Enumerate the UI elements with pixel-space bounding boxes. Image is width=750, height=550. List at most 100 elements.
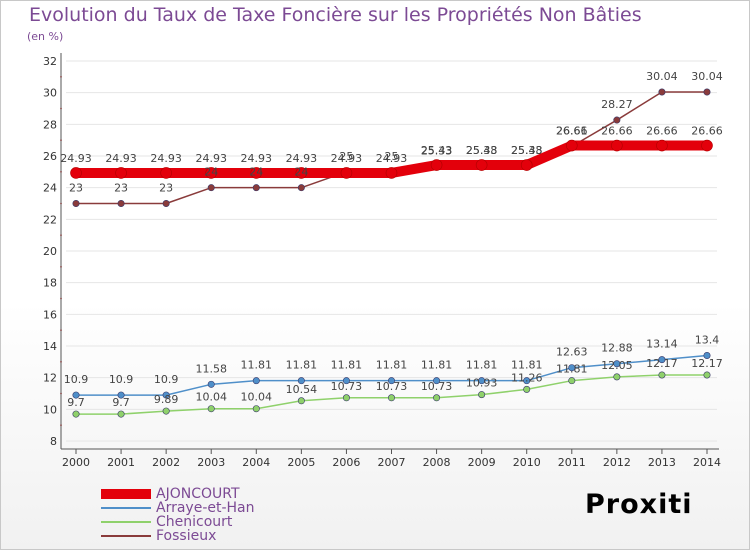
data-point [342, 377, 350, 385]
data-label: 10.9 [154, 373, 179, 386]
legend-label-fossieux: Fossieux [156, 528, 217, 544]
y-tick-label: 32 [43, 55, 57, 68]
data-label: 10.54 [286, 383, 318, 396]
proxiti-logo: Proxiti [585, 489, 693, 520]
legend-swatch-ajoncourt [101, 489, 151, 499]
data-point [613, 116, 621, 124]
x-tick-label: 2014 [693, 456, 721, 469]
data-label: 11.58 [195, 362, 227, 375]
data-label: 12.05 [601, 359, 633, 372]
y-tick-label: 26 [43, 150, 57, 163]
data-label: 10.9 [109, 373, 134, 386]
data-label: 11.81 [421, 359, 453, 372]
data-point [207, 184, 215, 192]
data-label: 25.43 [511, 144, 543, 157]
x-tick-label: 2012 [603, 456, 631, 469]
x-tick-label: 2005 [287, 456, 315, 469]
data-point [520, 159, 533, 171]
legend-item-chenicourt: Chenicourt [101, 515, 255, 529]
data-point [658, 371, 666, 379]
legend-label-ajoncourt: AJONCOURT [156, 486, 240, 502]
data-label: 12.17 [691, 357, 723, 370]
data-label: 11.81 [241, 359, 273, 372]
data-label: 25.43 [466, 144, 498, 157]
legend-swatch-chenicourt [101, 521, 151, 523]
data-label: 9.7 [112, 396, 130, 409]
data-label: 30.04 [646, 70, 678, 83]
data-point [70, 167, 82, 179]
data-label: 25.43 [421, 144, 453, 157]
logo-text: Proxiti [585, 489, 693, 520]
data-label: 11.81 [331, 359, 363, 372]
data-label: 12.63 [556, 346, 588, 359]
y-tick-label: 12 [43, 372, 57, 385]
legend-label-chenicourt: Chenicourt [156, 514, 233, 530]
x-tick-label: 2011 [558, 456, 586, 469]
data-point [252, 184, 260, 192]
data-point [478, 377, 486, 385]
data-point [207, 380, 215, 388]
data-point [207, 405, 215, 413]
data-label: 30.04 [691, 70, 723, 83]
data-label: 25.38 [511, 144, 543, 157]
data-label: 25.33 [421, 145, 453, 158]
data-point [297, 397, 305, 405]
data-point [433, 377, 441, 385]
x-tick-label: 2006 [332, 456, 360, 469]
data-point [611, 139, 623, 152]
data-label: 11.81 [376, 359, 408, 372]
y-tick-label: 22 [43, 213, 57, 226]
data-point [115, 167, 127, 179]
data-label: 10.9 [64, 373, 89, 386]
data-point [250, 167, 263, 179]
data-label: 26.61 [556, 124, 588, 137]
data-label: 24 [294, 166, 308, 179]
y-tick-label: 16 [43, 308, 57, 321]
data-point [613, 373, 621, 381]
legend-swatch-arraye [101, 507, 151, 509]
data-label: 10.93 [466, 377, 498, 390]
data-label: 9.7 [67, 396, 85, 409]
legend-item-fossieux: Fossieux [101, 529, 255, 543]
data-point [72, 391, 80, 399]
x-tick-label: 2001 [107, 456, 135, 469]
data-label: 11.81 [286, 359, 318, 372]
y-tick-label: 28 [43, 118, 57, 131]
data-point [72, 410, 80, 418]
data-label: 25 [385, 150, 399, 163]
data-point [656, 139, 668, 152]
data-point [568, 364, 576, 372]
data-point [162, 407, 170, 415]
data-point [703, 351, 711, 359]
data-label: 23 [69, 182, 83, 195]
data-label: 23 [159, 182, 173, 195]
data-label: 26.66 [556, 125, 588, 138]
data-label: 13.4 [695, 334, 720, 347]
data-label: 11.26 [511, 371, 543, 384]
data-point [162, 391, 170, 399]
x-tick-label: 2000 [62, 456, 90, 469]
data-point [658, 356, 666, 364]
x-tick-label: 2003 [197, 456, 225, 469]
x-tick-label: 2010 [513, 456, 541, 469]
data-point [117, 200, 125, 208]
data-label: 28.27 [601, 98, 633, 111]
data-point [342, 394, 350, 402]
y-tick-label: 24 [43, 182, 57, 195]
data-label: 13.14 [646, 338, 678, 351]
data-label: 11.81 [466, 359, 498, 372]
y-tick-label: 30 [43, 87, 57, 100]
data-point [160, 167, 172, 179]
data-label: 10.04 [195, 391, 227, 404]
data-point [205, 167, 218, 179]
data-point [297, 377, 305, 385]
data-point [430, 159, 443, 171]
data-point [701, 139, 713, 152]
data-point [475, 159, 488, 171]
data-point [703, 88, 711, 96]
y-tick-label: 14 [43, 340, 57, 353]
data-label: 9.89 [154, 393, 179, 406]
data-point [613, 360, 621, 368]
data-point [523, 377, 531, 385]
